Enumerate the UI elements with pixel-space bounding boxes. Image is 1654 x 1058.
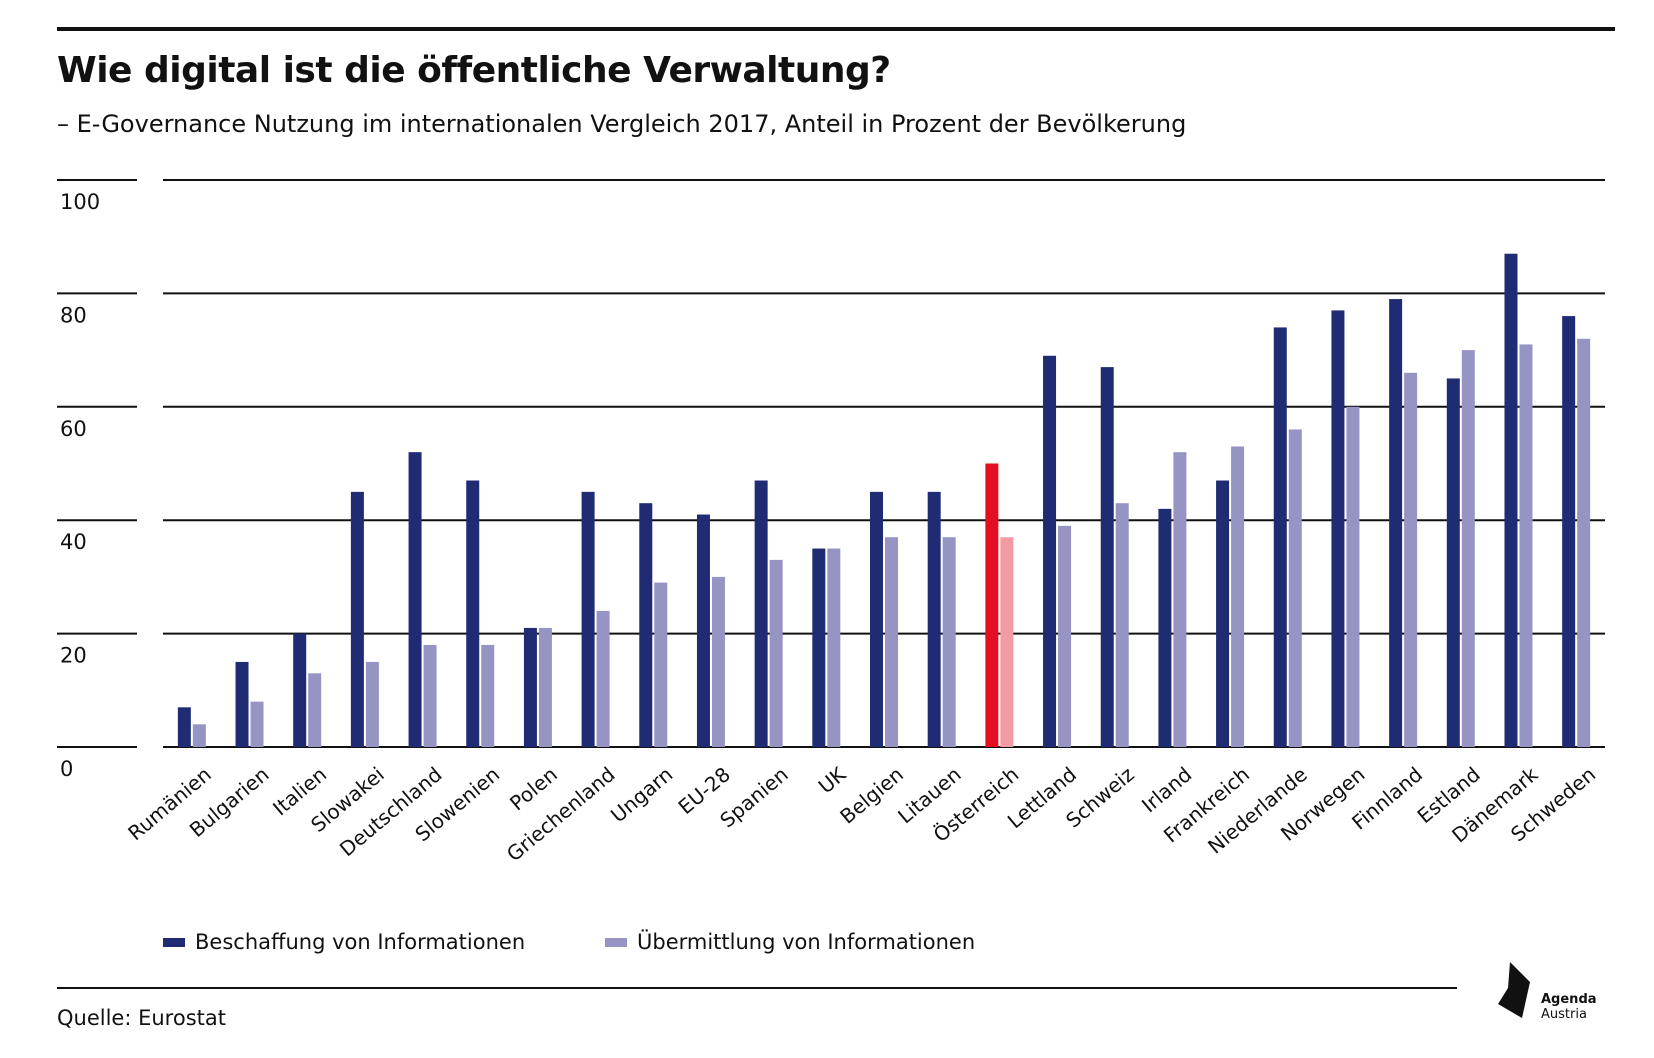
y-tick-label-20: 20 [60, 644, 87, 668]
legend-swatch-series-2 [605, 937, 627, 947]
bar-2-6 [538, 627, 552, 747]
bar-1-5 [466, 480, 480, 747]
y-tick-label-60: 60 [60, 417, 87, 441]
bar-1-22 [1446, 378, 1460, 747]
y-tick-label-80: 80 [60, 303, 87, 327]
bar-1-1 [235, 661, 249, 747]
bar-2-22 [1461, 350, 1475, 747]
bar-1-16 [1100, 367, 1114, 747]
bar-1-11 [812, 548, 826, 747]
x-tick-labels: RumänienBulgarienItalienSlowakeiDeutschl… [123, 762, 1600, 867]
y-tick-labels: 0 20 40 60 80 100 [60, 190, 100, 781]
bar-2-24 [1577, 338, 1591, 747]
bar-2-4 [423, 644, 437, 747]
bar-2-14 [1000, 537, 1014, 747]
bar-2-21 [1404, 372, 1418, 747]
logo-line-2: Austria [1541, 1007, 1587, 1022]
logo-line-1: Agenda [1541, 992, 1597, 1007]
bar-2-17 [1173, 452, 1187, 747]
bar-1-12 [870, 491, 883, 747]
x-tick-label-11: UK [814, 762, 851, 799]
bar-2-11 [827, 548, 841, 747]
logo-wordmark: Agenda Austria [1541, 992, 1597, 1022]
bars [177, 253, 1591, 747]
bar-1-23 [1504, 253, 1518, 747]
bar-2-10 [769, 559, 783, 747]
bar-2-8 [654, 582, 668, 747]
page-title: Wie digital ist die öffentliche Verwaltu… [57, 50, 891, 91]
bar-2-5 [481, 644, 495, 747]
bar-1-21 [1389, 299, 1403, 747]
legend-item-series-2: Übermittlung von Informationen [605, 930, 975, 954]
bar-1-3 [350, 491, 364, 747]
bar-1-17 [1158, 508, 1172, 747]
bar-2-7 [596, 610, 610, 747]
bar-1-15 [1043, 355, 1057, 747]
x-tick-label-12: Belgien [835, 762, 908, 828]
bar-2-1 [250, 701, 264, 747]
grid-lines [57, 179, 1605, 748]
bar-1-18 [1216, 480, 1230, 747]
bar-2-19 [1288, 429, 1302, 747]
top-rule [57, 27, 1615, 31]
bar-2-18 [1231, 446, 1245, 747]
bottom-rule [57, 987, 1457, 989]
bar-2-15 [1058, 525, 1072, 747]
bar-1-8 [639, 503, 653, 747]
bar-2-16 [1115, 503, 1129, 747]
y-tick-label-100: 100 [60, 190, 100, 214]
legend-label-series-2: Übermittlung von Informationen [637, 930, 976, 954]
bar-1-0 [177, 707, 191, 747]
bar-1-19 [1273, 327, 1287, 747]
bar-1-6 [523, 627, 537, 747]
bar-1-4 [408, 452, 422, 747]
bar-2-13 [942, 537, 956, 747]
bar-1-20 [1331, 310, 1345, 747]
y-tick-label-0: 0 [60, 757, 73, 781]
bar-1-14 [985, 463, 999, 747]
bar-2-0 [192, 724, 206, 747]
page-subtitle: – E-Governance Nutzung im internationale… [57, 110, 1187, 138]
bar-2-3 [365, 661, 379, 747]
bar-2-23 [1519, 344, 1533, 747]
agenda-austria-logo-icon [1498, 962, 1530, 1018]
bar-2-2 [308, 673, 322, 747]
bar-1-24 [1562, 316, 1576, 747]
bar-2-20 [1346, 406, 1360, 747]
bar-1-9 [696, 514, 710, 747]
source-note: Quelle: Eurostat [57, 1006, 226, 1030]
bar-1-2 [293, 633, 307, 747]
legend-item-series-1: Beschaffung von Informationen [163, 930, 525, 954]
legend-label-series-1: Beschaffung von Informationen [195, 930, 526, 954]
bar-2-12 [885, 537, 898, 747]
bar-1-10 [754, 480, 768, 747]
bar-1-7 [581, 491, 595, 747]
legend-swatch-series-1 [163, 937, 185, 947]
x-tick-label-8: Ungarn [606, 762, 677, 827]
bar-2-9 [711, 576, 725, 747]
bar-1-13 [927, 491, 941, 747]
y-tick-label-40: 40 [60, 530, 87, 554]
